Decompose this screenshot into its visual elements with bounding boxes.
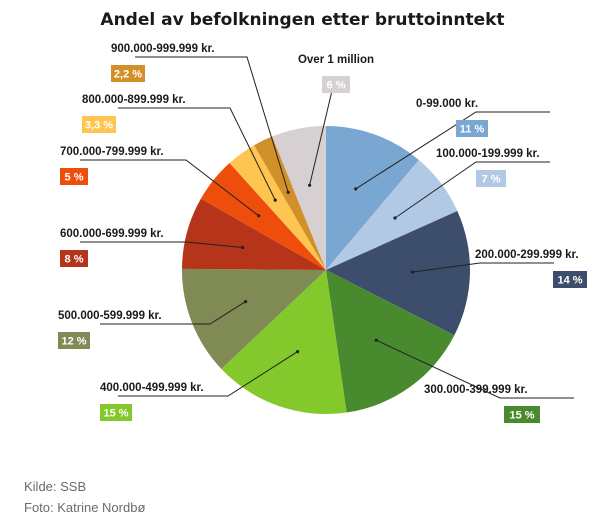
percent-label: 2,2 %: [114, 69, 142, 81]
photo-credit: Foto: Katrine Nordbø: [24, 500, 146, 515]
percent-label: 3,3 %: [85, 120, 113, 132]
pie-slice-200-000-299-999-kr: [326, 210, 471, 336]
pie-slice-700-000-799-999-kr: [200, 163, 326, 270]
percent-badge: [553, 271, 587, 288]
chart-title: Andel av befolkningen etter bruttoinntek…: [100, 10, 505, 30]
percent-badge: [82, 116, 116, 133]
leader-dot: [374, 338, 378, 342]
slice-label: 500.000-599.999 kr.: [58, 310, 162, 322]
slice-label: 600.000-699.999 kr.: [60, 228, 164, 240]
slice-label: 400.000-499.999 kr.: [100, 382, 204, 394]
percent-label: 15 %: [509, 410, 534, 422]
leader-line: [355, 111, 550, 190]
slice-label: 100.000-199.999 kr.: [436, 148, 540, 160]
leader-line: [394, 161, 550, 219]
leader-dot: [393, 216, 397, 220]
percent-label: 11 %: [460, 124, 485, 136]
leader-line: [80, 241, 243, 248]
pie-slice-600-000-699-999-kr: [182, 198, 326, 270]
leader-line: [118, 351, 298, 397]
percent-label: 8 %: [65, 254, 84, 266]
leader-line: [135, 56, 289, 193]
leader-line: [118, 107, 276, 201]
image-credits: Kilde: SSB Foto: Katrine Nordbø: [24, 476, 584, 521]
percent-badge: [504, 406, 540, 423]
leader-dot: [286, 190, 290, 194]
pie-slices: [181, 126, 471, 415]
leader-lines: [80, 56, 574, 399]
percent-badge: [322, 76, 350, 93]
leader-line: [376, 339, 574, 399]
leader-dot: [257, 214, 261, 218]
pie-slice-800-000-899-999-kr: [229, 145, 326, 270]
leader-dot: [273, 198, 277, 202]
slice-label: Over 1 million: [298, 54, 374, 66]
source-credit: Kilde: SSB: [24, 479, 87, 494]
percent-badge: [60, 168, 88, 185]
slice-label: 0-99.000 kr.: [416, 98, 478, 110]
percent-badge: [60, 250, 88, 267]
slice-label: 200.000-299.999 kr.: [475, 249, 579, 261]
percent-badge: [111, 65, 145, 82]
leader-dot: [244, 300, 248, 304]
leader-line: [309, 77, 336, 186]
slice-label: 800.000-899.999 kr.: [82, 94, 186, 106]
pie-slice-400-000-499-999-kr: [221, 270, 347, 415]
percent-label: 15 %: [103, 408, 128, 420]
percent-badge: [58, 332, 90, 349]
leader-dot: [241, 245, 245, 250]
percent-label: 5 %: [65, 172, 84, 184]
leader-line: [412, 262, 554, 273]
leader-dot: [354, 187, 358, 191]
percent-badge: [476, 170, 506, 187]
pie-slice-500-000-599-999-kr: [181, 268, 326, 369]
percent-label: 6 %: [327, 80, 346, 92]
percent-badge: [100, 404, 132, 421]
leader-dot: [410, 270, 414, 274]
leader-dot: [308, 183, 312, 187]
percent-badge: [456, 120, 488, 137]
pie-slice-900-000-999-999-kr: [254, 136, 326, 270]
pie-slice-300-000-399-999-kr: [326, 270, 455, 413]
slice-label: 900.000-999.999 kr.: [111, 43, 215, 55]
leader-dot: [296, 350, 300, 354]
pie-slice-over-1-million: [272, 126, 326, 270]
slice-label: 700.000-799.999 kr.: [60, 146, 164, 158]
leader-line: [80, 159, 260, 217]
leader-line: [100, 301, 246, 325]
pie-slice-0-99-000-kr: [326, 126, 419, 270]
pie-slice-100-000-199-999-kr: [326, 160, 458, 270]
percent-label: 12 %: [61, 336, 86, 348]
slice-label: 300.000-399.999 kr.: [424, 384, 528, 396]
slice-labels: 0-99.000 kr. 11 % 100.000-199.999 kr. 7 % 20…: [58, 43, 587, 423]
percent-label: 14 %: [557, 275, 582, 287]
percent-label: 7 %: [482, 174, 501, 186]
